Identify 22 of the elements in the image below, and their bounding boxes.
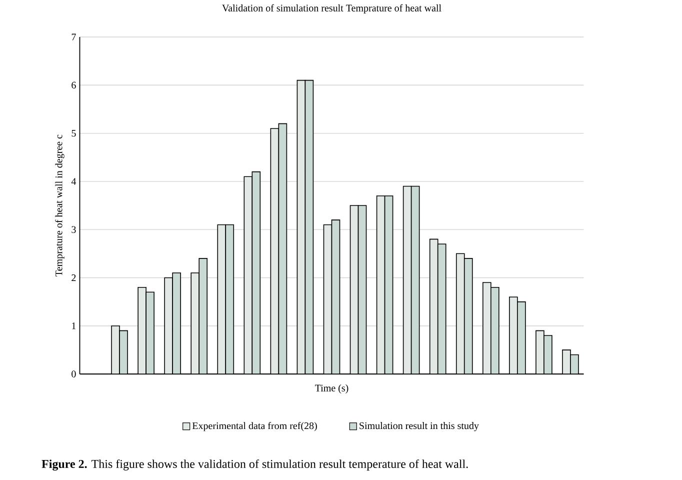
- y-tick-label: 6: [72, 82, 76, 89]
- y-tick-label: 0: [72, 370, 76, 378]
- y-tick-label: 3: [72, 226, 76, 233]
- y-tick-label: 1: [72, 322, 76, 330]
- y-tick-label: 5: [72, 130, 76, 137]
- bar: [376, 195, 386, 374]
- bar: [244, 176, 253, 374]
- bar: [350, 205, 359, 374]
- y-tick-label: 2: [72, 274, 76, 282]
- bar: [323, 224, 332, 374]
- text: Figure 2. This figure shows the validation of stimulation result temperature of heat wall.: [42, 459, 468, 471]
- bar: [429, 238, 438, 374]
- y-tick-label: 7: [72, 34, 76, 40]
- bar: [402, 186, 412, 374]
- chart-title: Validation of simulation result Temprature of heat wall: [222, 4, 442, 14]
- y-tick-label: 4: [71, 178, 76, 185]
- x-axis-title: Time (s): [315, 384, 348, 394]
- legend-label: Simulation result in this study: [360, 422, 479, 432]
- bar: [296, 80, 306, 374]
- legend-label: Experimental data from ref(28): [192, 422, 317, 432]
- y-axis-title: Temprature of heat wall in degree c: [55, 134, 64, 276]
- bar: [270, 128, 280, 374]
